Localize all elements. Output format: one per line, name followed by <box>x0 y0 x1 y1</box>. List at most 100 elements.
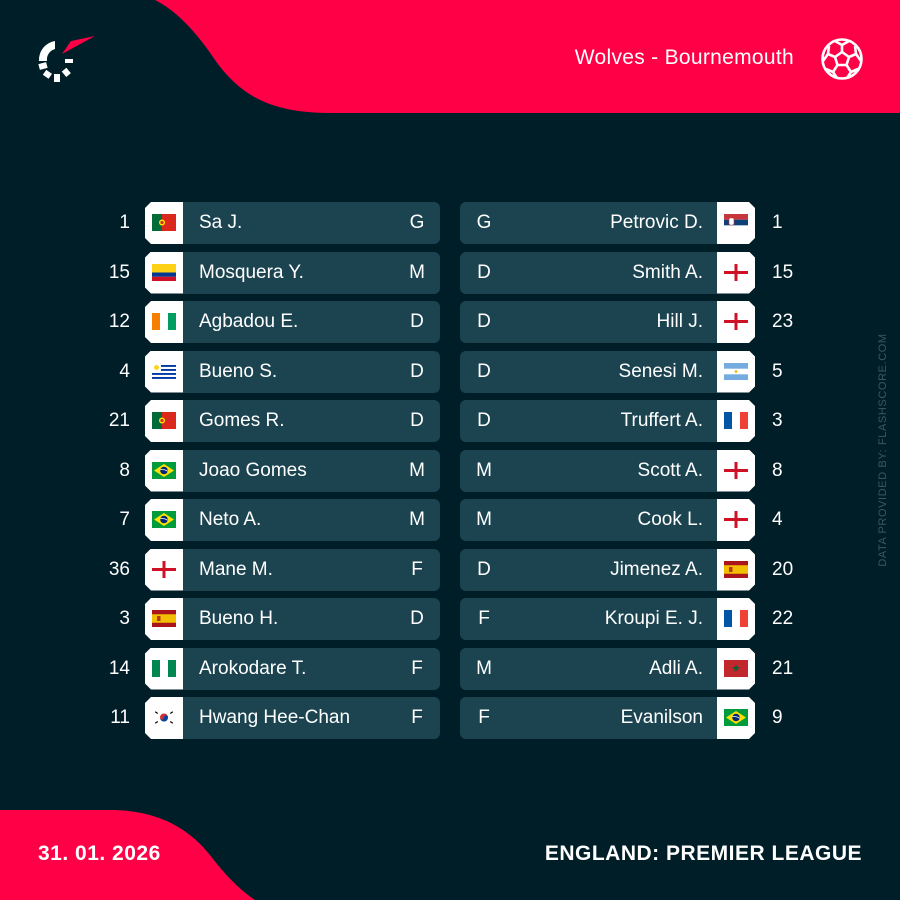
player-card[interactable]: Gomes R. D <box>183 400 440 442</box>
player-flag-box <box>145 598 183 640</box>
player-position: F <box>411 657 423 679</box>
player-card[interactable]: Mane M. F <box>183 548 440 591</box>
away-lineup: 1 Petrovic D. G 15 Smith A. D 23 Hill J.… <box>460 202 800 747</box>
player-number: 8 <box>772 459 783 481</box>
player-card[interactable]: Scott A. M <box>460 449 717 492</box>
player-row[interactable]: 9 Evanilson F <box>460 697 800 739</box>
player-number: 21 <box>108 410 130 431</box>
player-card[interactable]: Truffert A. D <box>460 400 717 442</box>
player-position: F <box>411 707 423 728</box>
player-card[interactable]: Agbadou E. D <box>183 301 440 343</box>
player-number: 4 <box>772 509 783 530</box>
player-row[interactable]: 15 Mosquera Y. M <box>100 251 440 294</box>
flag-portugal-icon <box>152 412 176 429</box>
player-row[interactable]: 8 Scott A. M <box>460 449 800 492</box>
player-row[interactable]: 21 Adli A. M <box>460 647 800 690</box>
player-number: 8 <box>119 459 130 481</box>
player-position: G <box>409 212 425 233</box>
player-card[interactable]: Kroupi E. J. F <box>460 598 717 640</box>
player-card[interactable]: Adli A. M <box>460 647 717 690</box>
player-name: Truffert A. <box>620 410 703 431</box>
player-number: 20 <box>772 558 794 580</box>
player-flag-box <box>717 252 755 294</box>
player-card[interactable]: Jimenez A. D <box>460 548 717 591</box>
player-row[interactable]: 36 Mane M. F <box>100 548 440 591</box>
player-flag-box <box>717 697 755 739</box>
flag-ivory-coast-icon <box>152 313 176 330</box>
player-flag-box <box>717 301 755 343</box>
flag-uruguay-icon <box>152 363 176 380</box>
player-row[interactable]: 1 Petrovic D. G <box>460 202 800 244</box>
player-name: Agbadou E. <box>199 311 299 332</box>
player-card[interactable]: Arokodare T. F <box>183 647 440 690</box>
match-title: Wolves - Bournemouth <box>574 46 794 69</box>
flashscore-logo-icon <box>38 36 95 82</box>
player-row[interactable]: 3 Truffert A. D <box>460 400 800 442</box>
player-name: Petrovic D. <box>610 212 703 233</box>
player-card[interactable]: Bueno H. D <box>183 598 440 640</box>
player-row[interactable]: 3 Bueno H. D <box>100 598 440 640</box>
player-flag-box <box>717 549 755 591</box>
player-card[interactable]: Mosquera Y. M <box>183 251 440 294</box>
player-card[interactable]: Senesi M. D <box>460 350 717 393</box>
player-row[interactable]: 7 Neto A. M <box>100 499 440 541</box>
player-row[interactable]: 4 Bueno S. D <box>100 350 440 393</box>
player-flag-box <box>717 648 755 690</box>
home-lineup: 1 Sa J. G 15 Mosquera Y. M 12 Agbadou E.… <box>100 202 440 747</box>
player-position: M <box>476 657 492 679</box>
player-number: 3 <box>772 410 783 431</box>
player-row[interactable]: 11 Hwang Hee-Chan F <box>100 697 440 739</box>
player-card[interactable]: Joao Gomes M <box>183 449 440 492</box>
player-name: Arokodare T. <box>199 657 307 679</box>
player-card[interactable]: Petrovic D. G <box>460 202 717 244</box>
player-flag-box <box>145 301 183 343</box>
player-name: Kroupi E. J. <box>604 608 703 629</box>
player-row[interactable]: 21 Gomes R. D <box>100 400 440 442</box>
flag-england-icon <box>724 313 748 330</box>
player-card[interactable]: Neto A. M <box>183 499 440 541</box>
player-flag-box <box>717 400 755 442</box>
player-name: Mosquera Y. <box>199 261 304 283</box>
player-card[interactable]: Bueno S. D <box>183 350 440 393</box>
soccer-ball-icon <box>821 38 863 80</box>
player-row[interactable]: 20 Jimenez A. D <box>460 548 800 591</box>
player-name: Neto A. <box>199 509 262 530</box>
player-card[interactable]: Sa J. G <box>183 202 440 244</box>
player-number: 11 <box>110 707 130 728</box>
player-name: Cook L. <box>637 509 703 530</box>
player-row[interactable]: 12 Agbadou E. D <box>100 301 440 343</box>
player-position: D <box>410 608 424 629</box>
player-card[interactable]: Hill J. D <box>460 301 717 343</box>
flag-argentina-icon <box>724 363 748 380</box>
player-position: D <box>477 360 491 382</box>
player-row[interactable]: 1 Sa J. G <box>100 202 440 244</box>
player-card[interactable]: Evanilson F <box>460 697 717 739</box>
player-position: M <box>409 261 425 283</box>
player-row[interactable]: 14 Arokodare T. F <box>100 647 440 690</box>
player-card[interactable]: Hwang Hee-Chan F <box>183 697 440 739</box>
player-row[interactable]: 8 Joao Gomes M <box>100 449 440 492</box>
player-position: F <box>478 608 490 629</box>
flag-brazil-icon <box>724 709 748 726</box>
player-row[interactable]: 15 Smith A. D <box>460 251 800 294</box>
player-number: 12 <box>108 311 130 332</box>
player-position: D <box>477 410 491 431</box>
player-position: D <box>410 311 424 332</box>
player-position: M <box>476 509 492 530</box>
player-position: G <box>476 212 492 233</box>
player-row[interactable]: 4 Cook L. M <box>460 499 800 541</box>
player-card[interactable]: Cook L. M <box>460 499 717 541</box>
player-row[interactable]: 5 Senesi M. D <box>460 350 800 393</box>
header-red-shape <box>155 0 900 113</box>
player-number: 7 <box>119 509 130 530</box>
player-name: Mane M. <box>199 558 273 580</box>
player-name: Joao Gomes <box>199 459 307 481</box>
player-flag-box <box>717 351 755 393</box>
player-row[interactable]: 23 Hill J. D <box>460 301 800 343</box>
player-name: Bueno H. <box>199 608 279 629</box>
flag-spain-icon <box>724 561 748 578</box>
player-row[interactable]: 22 Kroupi E. J. F <box>460 598 800 640</box>
footer-red-shape <box>0 810 255 900</box>
player-number: 1 <box>772 212 783 233</box>
player-card[interactable]: Smith A. D <box>460 251 717 294</box>
